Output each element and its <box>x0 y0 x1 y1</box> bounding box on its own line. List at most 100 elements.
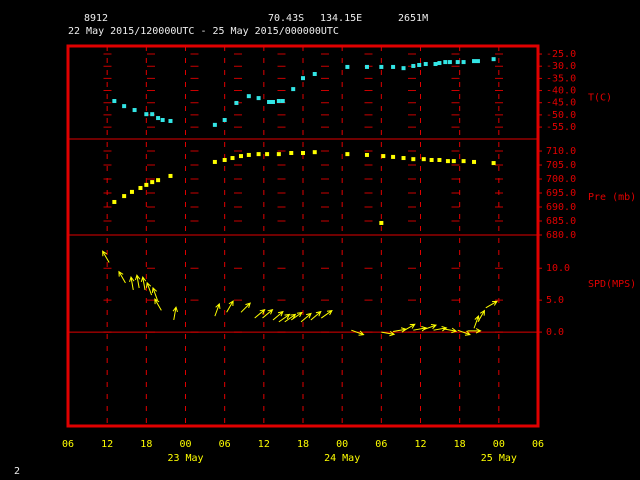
period: 22 May 2015/120000UTC - 25 May 2015/0000… <box>68 26 339 37</box>
point <box>345 64 350 69</box>
point <box>455 60 460 65</box>
altitude: 2651M <box>398 13 428 24</box>
point <box>150 112 155 117</box>
point <box>129 189 134 194</box>
point <box>364 152 369 157</box>
point <box>421 157 426 162</box>
y-tick-label: 0.0 <box>546 327 564 338</box>
x-tick-label: 06 <box>62 439 74 450</box>
point <box>301 150 305 155</box>
day-label: 25 May <box>481 453 517 464</box>
point <box>461 60 466 65</box>
wind-arrow <box>443 327 458 334</box>
point <box>122 104 127 109</box>
wind-arrow <box>172 306 178 321</box>
point <box>234 100 239 105</box>
wind-arrow <box>102 250 110 263</box>
y-tick-label: 690.0 <box>546 202 576 213</box>
x-tick-label: 18 <box>140 439 152 450</box>
unit-label: Pre (mb) <box>588 192 636 203</box>
point <box>168 173 173 178</box>
wind-arrow <box>262 308 274 319</box>
point <box>276 99 281 104</box>
point <box>122 194 127 199</box>
point <box>433 62 438 67</box>
wind-arrow <box>300 312 312 323</box>
x-tick-label: 12 <box>258 439 270 450</box>
point <box>411 157 416 162</box>
point <box>112 99 117 104</box>
point <box>256 96 261 101</box>
x-tick-label: 12 <box>101 439 113 450</box>
point <box>461 159 466 164</box>
point <box>401 66 406 71</box>
point <box>391 64 396 69</box>
point <box>401 156 406 161</box>
wind-arrow <box>457 329 471 336</box>
y-tick-label: -55.0 <box>546 122 576 133</box>
wind-arrow <box>477 309 485 323</box>
y-tick-label: 685.0 <box>546 216 576 227</box>
point <box>429 157 434 162</box>
day-label: 23 May <box>167 453 203 464</box>
point <box>345 152 350 157</box>
point <box>246 152 251 157</box>
y-tick-label: -30.0 <box>546 61 576 72</box>
point <box>472 159 477 164</box>
point <box>445 159 450 164</box>
point <box>312 150 317 155</box>
wind-arrow <box>413 325 428 332</box>
point <box>150 180 155 185</box>
x-tick-label: 18 <box>454 439 466 450</box>
wind-arrow <box>154 298 162 311</box>
point <box>212 122 217 127</box>
wind-arrow <box>214 302 221 317</box>
point <box>156 116 161 121</box>
x-tick-label: 00 <box>336 439 348 450</box>
wind-arrow <box>134 274 141 289</box>
wind-arrow <box>140 276 147 291</box>
point <box>472 59 477 64</box>
wind-arrow <box>403 323 416 332</box>
point <box>411 63 416 68</box>
point <box>391 154 396 159</box>
y-tick-label: -45.0 <box>546 98 576 109</box>
x-tick-label: 18 <box>297 439 309 450</box>
y-tick-label: 700.0 <box>546 174 576 185</box>
wind-arrow <box>146 281 153 296</box>
wind-arrow <box>272 310 284 321</box>
point <box>222 157 227 162</box>
wind-arrow <box>240 302 251 313</box>
point <box>491 57 496 62</box>
wind-arrow <box>278 313 291 323</box>
point <box>168 118 173 123</box>
wind-arrow <box>118 270 126 284</box>
point <box>160 118 165 123</box>
unit-label: SPD(MPS) <box>588 279 636 290</box>
point <box>312 71 317 76</box>
point <box>212 159 217 164</box>
y-tick-label: 5.0 <box>546 295 564 306</box>
point <box>144 112 149 117</box>
wind-arrow <box>254 308 266 319</box>
point <box>246 94 251 99</box>
x-tick-label: 00 <box>493 439 505 450</box>
unit-label: T(C) <box>588 93 612 104</box>
longitude: 134.15E <box>320 13 362 24</box>
point <box>132 108 137 113</box>
wind-arrow <box>320 309 333 319</box>
point <box>447 60 452 65</box>
x-tick-label: 00 <box>179 439 191 450</box>
wind-arrow <box>151 286 158 301</box>
y-tick-label: -25.0 <box>546 49 576 60</box>
point <box>256 152 261 157</box>
wind-arrow <box>310 310 322 321</box>
point <box>451 159 456 164</box>
wind-arrow <box>467 328 482 334</box>
y-tick-label: 705.0 <box>546 160 576 171</box>
wind-arrow <box>423 323 438 331</box>
point <box>280 99 285 104</box>
point <box>230 156 235 161</box>
point <box>238 154 243 159</box>
